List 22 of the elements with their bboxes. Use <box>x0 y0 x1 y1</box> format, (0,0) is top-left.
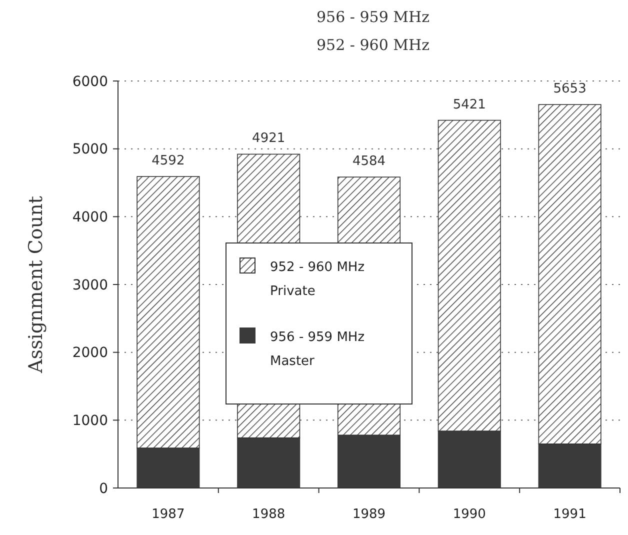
x-tick-label: 1990 <box>452 507 486 522</box>
y-tick-label: 5000 <box>72 142 108 158</box>
y-tick-label: 0 <box>99 480 108 497</box>
legend-label: 952 - 960 MHz Private <box>270 260 365 299</box>
chart-subtitle: 952 - 960 MHz <box>316 36 430 54</box>
total-label: 4592 <box>152 154 185 169</box>
legend-label: 956 - 959 MHz Master <box>270 330 365 369</box>
total-label: 5653 <box>553 82 586 97</box>
x-tick-label: 1987 <box>152 507 185 522</box>
y-axis-title: Assignment Count <box>25 196 47 374</box>
chart-title: 956 - 959 MHz <box>316 8 430 26</box>
y-tick-label: 4000 <box>72 210 108 226</box>
total-label: 4584 <box>352 154 386 170</box>
y-tick-label: 6000 <box>72 74 108 90</box>
x-tick-label: 1988 <box>252 507 286 522</box>
y-tick-label: 1000 <box>72 413 108 430</box>
total-label: 5421 <box>452 97 486 112</box>
x-tick-label: 1991 <box>553 507 586 522</box>
y-tick-label: 2000 <box>72 345 108 362</box>
x-tick-label: 1989 <box>352 507 386 522</box>
y-tick-label: 3000 <box>72 277 108 294</box>
total-label: 4921 <box>252 131 286 146</box>
